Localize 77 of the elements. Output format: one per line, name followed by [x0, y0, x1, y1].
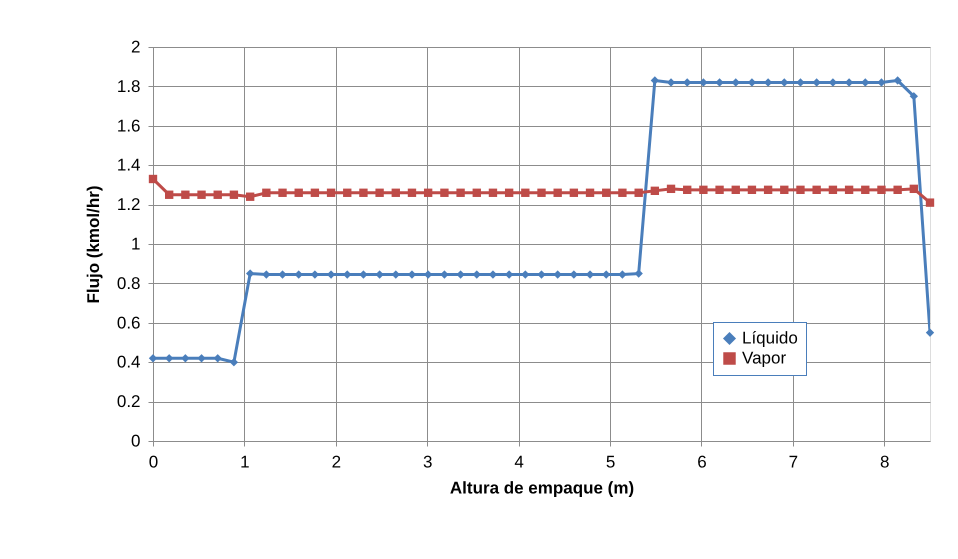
point	[181, 190, 190, 199]
y-tick-label: 2	[131, 38, 140, 56]
point	[278, 188, 287, 197]
point	[488, 188, 498, 197]
y-tick-label: 0.8	[116, 274, 140, 293]
x-axis-title: Altura de empaque (m)	[450, 478, 634, 498]
point	[214, 190, 222, 199]
point	[683, 186, 692, 194]
y-tick-label: 0	[131, 432, 140, 450]
point	[359, 188, 368, 197]
point	[699, 186, 708, 194]
point	[861, 186, 870, 194]
x-tick-label: 0	[148, 452, 158, 472]
point	[424, 188, 432, 197]
point	[634, 188, 643, 197]
point	[650, 186, 660, 195]
point	[472, 188, 481, 197]
point	[375, 188, 384, 197]
point	[715, 186, 724, 194]
point	[828, 186, 838, 194]
point	[392, 188, 400, 197]
y-tick-label: 1	[131, 234, 140, 254]
point	[812, 186, 821, 194]
point	[197, 190, 206, 199]
point	[230, 190, 238, 199]
x-tick-label: 7	[788, 452, 798, 472]
point	[262, 188, 271, 197]
y-tick-label: 0.2	[116, 392, 140, 412]
x-tick-label: 3	[423, 452, 432, 472]
point	[521, 188, 530, 197]
point	[343, 188, 352, 197]
point	[408, 188, 416, 197]
point	[440, 188, 449, 197]
point	[326, 188, 336, 197]
point	[910, 184, 918, 194]
point	[602, 188, 610, 197]
y-tick-label: 0.4	[116, 352, 140, 372]
point	[456, 188, 465, 197]
legend-label: Líquido	[742, 328, 798, 348]
x-tick-label: 8	[880, 452, 890, 472]
y-tick-label: 1.8	[116, 76, 140, 96]
y-tick-label: 0.6	[116, 313, 140, 332]
x-tick-label: 2	[332, 452, 342, 472]
point	[148, 174, 158, 184]
x-tick-label: 4	[514, 452, 524, 472]
point	[764, 186, 772, 194]
point	[553, 188, 562, 197]
point	[796, 186, 805, 194]
point	[214, 354, 222, 362]
point	[164, 190, 174, 199]
point	[537, 188, 546, 197]
point	[732, 186, 740, 194]
legend-label: Vapor	[742, 348, 786, 368]
point	[666, 184, 676, 194]
point	[893, 186, 902, 194]
point	[504, 188, 514, 197]
point	[246, 269, 254, 278]
x-tick-label: 1	[240, 452, 250, 472]
point	[618, 188, 627, 197]
point	[294, 188, 303, 197]
y-tick-label: 1.2	[116, 195, 140, 214]
point	[230, 358, 238, 366]
point	[926, 198, 934, 207]
point	[844, 186, 854, 194]
point	[877, 186, 886, 194]
x-tick-label: 5	[606, 452, 616, 472]
point	[310, 188, 320, 197]
point	[780, 186, 788, 194]
x-tick-label: 6	[697, 452, 707, 472]
point	[246, 192, 254, 201]
y-tick-label: 1.4	[116, 156, 140, 175]
point	[748, 186, 756, 194]
point	[926, 328, 934, 337]
y-axis-title: Flujo (kmol/hr)	[84, 185, 103, 304]
point	[570, 188, 578, 197]
point	[586, 188, 594, 197]
y-tick-label: 1.6	[116, 116, 140, 136]
